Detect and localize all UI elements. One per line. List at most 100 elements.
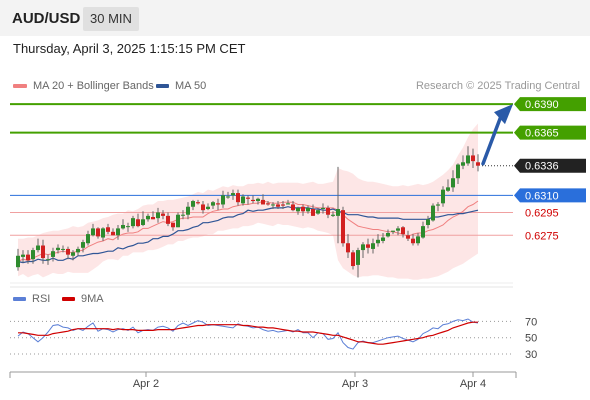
candle [426, 215, 430, 229]
candle [161, 210, 165, 220]
candle [446, 179, 450, 192]
svg-text:0.6310: 0.6310 [525, 190, 559, 202]
candle [271, 202, 275, 210]
candle [306, 205, 310, 214]
candle [396, 226, 400, 236]
candle [431, 203, 435, 222]
candle [226, 191, 230, 199]
candle [441, 186, 445, 207]
candle [411, 234, 415, 246]
candle [326, 205, 330, 219]
candle [146, 213, 150, 222]
legend-ma50: MA 50 [156, 80, 206, 92]
legend-9ma-label: 9MA [81, 293, 104, 305]
price-tag-0.6365: 0.6365 [514, 125, 586, 140]
candle [191, 199, 195, 211]
candle [416, 232, 420, 246]
candle [361, 242, 365, 259]
legend-ma20-label: MA 20 + Bollinger Bands [33, 80, 154, 92]
x-tick-label: Apr 3 [342, 378, 368, 390]
candle [406, 230, 410, 241]
candle [466, 146, 470, 166]
candle [231, 189, 235, 200]
svg-text:0.6390: 0.6390 [525, 99, 559, 111]
candle [131, 215, 135, 229]
candle [246, 195, 250, 205]
candle [286, 199, 290, 205]
candle [301, 204, 305, 216]
candle [391, 230, 395, 235]
candle [266, 201, 270, 206]
legend-ma50-label: MA 50 [175, 80, 207, 92]
candle [66, 246, 70, 260]
forecast-arrow-head [494, 104, 513, 125]
candle [46, 254, 50, 265]
research-credit: Research © 2025 Trading Central [415, 80, 580, 92]
candle [366, 238, 370, 254]
candle [36, 238, 40, 253]
candle [86, 230, 90, 246]
candle [341, 206, 345, 247]
price-tag-0.6390: 0.6390 [514, 97, 586, 112]
candle [461, 155, 465, 170]
candle [61, 245, 65, 253]
candle [386, 229, 390, 238]
candle [141, 211, 145, 227]
candle [116, 224, 120, 240]
rsi-level-label: 50 [525, 333, 537, 345]
candle [296, 206, 300, 215]
candle [186, 202, 190, 220]
candle [96, 227, 100, 239]
candle [321, 203, 325, 214]
candle [476, 154, 480, 172]
candle [31, 247, 35, 264]
candle [181, 210, 185, 220]
candle [276, 201, 280, 210]
rsi-level-label: 70 [525, 316, 537, 328]
candle [356, 247, 360, 278]
svg-text:0.6275: 0.6275 [525, 230, 559, 242]
candle [351, 250, 355, 270]
candle [401, 226, 405, 238]
ma50-swatch [156, 84, 169, 88]
candle [206, 203, 210, 211]
candle [346, 234, 350, 259]
candle [216, 198, 220, 211]
rsi-level-label: 30 [525, 349, 537, 361]
timeframe-button[interactable]: 30 MIN [83, 7, 139, 31]
candle [106, 223, 110, 235]
rsi-ma9-line [18, 321, 478, 345]
candle [136, 213, 140, 228]
candle [196, 199, 200, 205]
currency-pair: AUD/USD [12, 10, 81, 27]
candle [371, 238, 375, 254]
candle [101, 227, 105, 241]
timestamp: Thursday, April 3, 2025 1:15:15 PM CET [13, 41, 246, 56]
candle [176, 212, 180, 228]
ma9-swatch [62, 297, 75, 301]
candle [241, 194, 245, 206]
candle [281, 201, 285, 210]
candle [76, 246, 80, 256]
candle [331, 211, 335, 218]
legend-9ma: 9MA [62, 293, 104, 305]
current-price-tag: 0.6336 [514, 158, 586, 173]
candle [221, 190, 225, 208]
price-tag-0.6275: 0.6275 [525, 230, 559, 242]
candle [41, 239, 45, 264]
legend-rsi-label: RSI [32, 293, 51, 305]
candle [456, 163, 460, 184]
candle [111, 228, 115, 236]
candle [26, 250, 30, 264]
candle [156, 207, 160, 223]
candle [291, 201, 295, 212]
x-tick-label: Apr 2 [133, 378, 159, 390]
rsi-swatch [13, 297, 26, 301]
candle [91, 223, 95, 237]
candle [236, 189, 240, 206]
header-bar: AUD/USD 30 MIN [0, 0, 590, 36]
candle [471, 148, 475, 168]
svg-text:0.6295: 0.6295 [525, 207, 559, 219]
candle [316, 207, 320, 215]
